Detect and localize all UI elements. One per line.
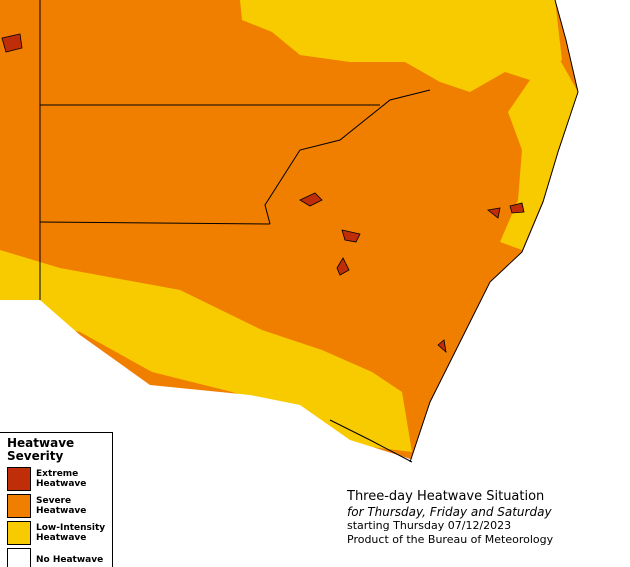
- low-intensity-area: [500, 60, 578, 250]
- legend-label: Low-Intensity Heatwave: [36, 523, 106, 543]
- legend-title: Heatwave Severity: [7, 436, 75, 463]
- borders: [39, 0, 579, 463]
- legend-item: No Heatwave: [7, 548, 112, 567]
- legend: Heatwave Severity Extreme Heatwave Severe…: [0, 432, 113, 567]
- legend-item: Extreme Heatwave: [7, 467, 112, 491]
- legend-item: Low-Intensity Heatwave: [7, 521, 112, 545]
- info-box: Three-day Heatwave Situation for Thursda…: [347, 488, 553, 547]
- extreme-patches: [1, 33, 525, 354]
- legend-swatch: [7, 521, 31, 545]
- info-credit: Product of the Bureau of Meteorology: [347, 533, 554, 546]
- legend-item: Severe Heatwave: [7, 494, 112, 518]
- low-intensity-area: [0, 250, 412, 452]
- legend-label: Severe Heatwave: [36, 496, 87, 516]
- info-date: starting Thursday 07/12/2023: [347, 519, 512, 532]
- legend-swatch: [7, 467, 31, 491]
- legend-swatch: [7, 494, 31, 518]
- legend-swatch: [7, 548, 31, 567]
- legend-label: Extreme Heatwave: [36, 469, 87, 489]
- legend-label: No Heatwave: [36, 555, 104, 565]
- info-subtitle: for Thursday, Friday and Saturday: [347, 505, 552, 519]
- low-intensity-area: [240, 0, 562, 92]
- legend-items: Extreme Heatwave Severe Heatwave Low-Inten…: [0, 467, 112, 567]
- info-title: Three-day Heatwave Situation: [347, 489, 545, 504]
- no-heatwave-area: [410, 0, 630, 567]
